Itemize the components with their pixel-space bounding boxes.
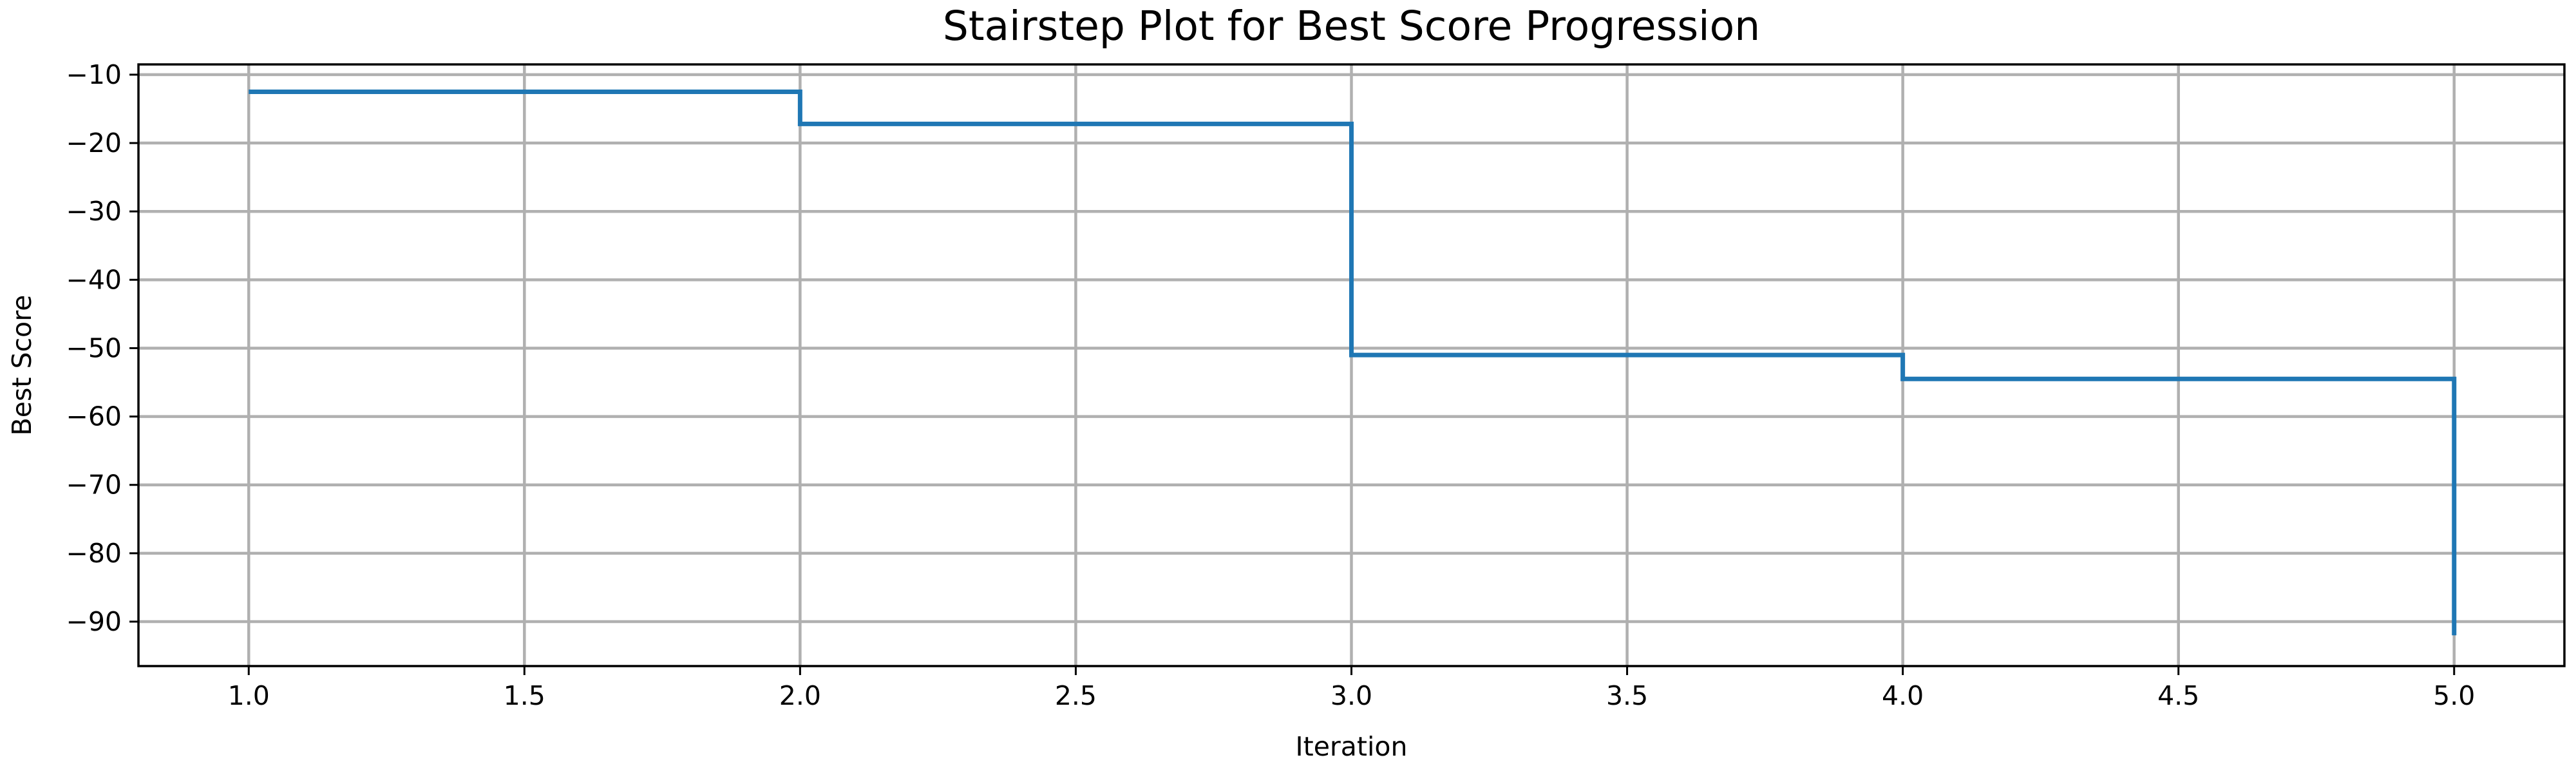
y-tick-label-4: −50 — [66, 332, 122, 363]
chart-title: Stairstep Plot for Best Score Progressio… — [943, 3, 1760, 50]
x-axis-label: Iteration — [1296, 731, 1408, 762]
y-tick-label-0: −10 — [66, 59, 122, 90]
y-tick-label-3: −40 — [66, 264, 122, 295]
series-layer — [249, 89, 2457, 636]
x-tick-label-0: 1.0 — [228, 680, 270, 711]
x-tick-label-6: 4.0 — [1882, 680, 1924, 711]
x-tick-label-8: 5.0 — [2433, 680, 2475, 711]
y-tick-label-7: −80 — [66, 538, 122, 569]
series-line-0 — [249, 89, 2457, 636]
x-tick-label-7: 4.5 — [2157, 680, 2199, 711]
y-tick-label-5: −60 — [66, 401, 122, 432]
y-tick-label-8: −90 — [66, 606, 122, 637]
x-tick-label-1: 1.5 — [504, 680, 545, 711]
y-axis-label: Best Score — [6, 295, 37, 436]
x-tick-label-2: 2.0 — [779, 680, 821, 711]
x-axis-ticks: 1.0 1.5 2.0 2.5 3.0 3.5 4.0 4.5 5.0 — [228, 666, 2475, 711]
y-tick-label-6: −70 — [66, 470, 122, 501]
y-tick-label-1: −20 — [66, 128, 122, 158]
y-tick-label-2: −30 — [66, 196, 122, 227]
x-tick-label-5: 3.5 — [1606, 680, 1648, 711]
x-tick-label-4: 3.0 — [1331, 680, 1372, 711]
y-axis-ticks: −10 −20 −30 −40 −50 −60 −70 −80 −90 — [66, 59, 138, 637]
x-tick-label-3: 2.5 — [1055, 680, 1097, 711]
